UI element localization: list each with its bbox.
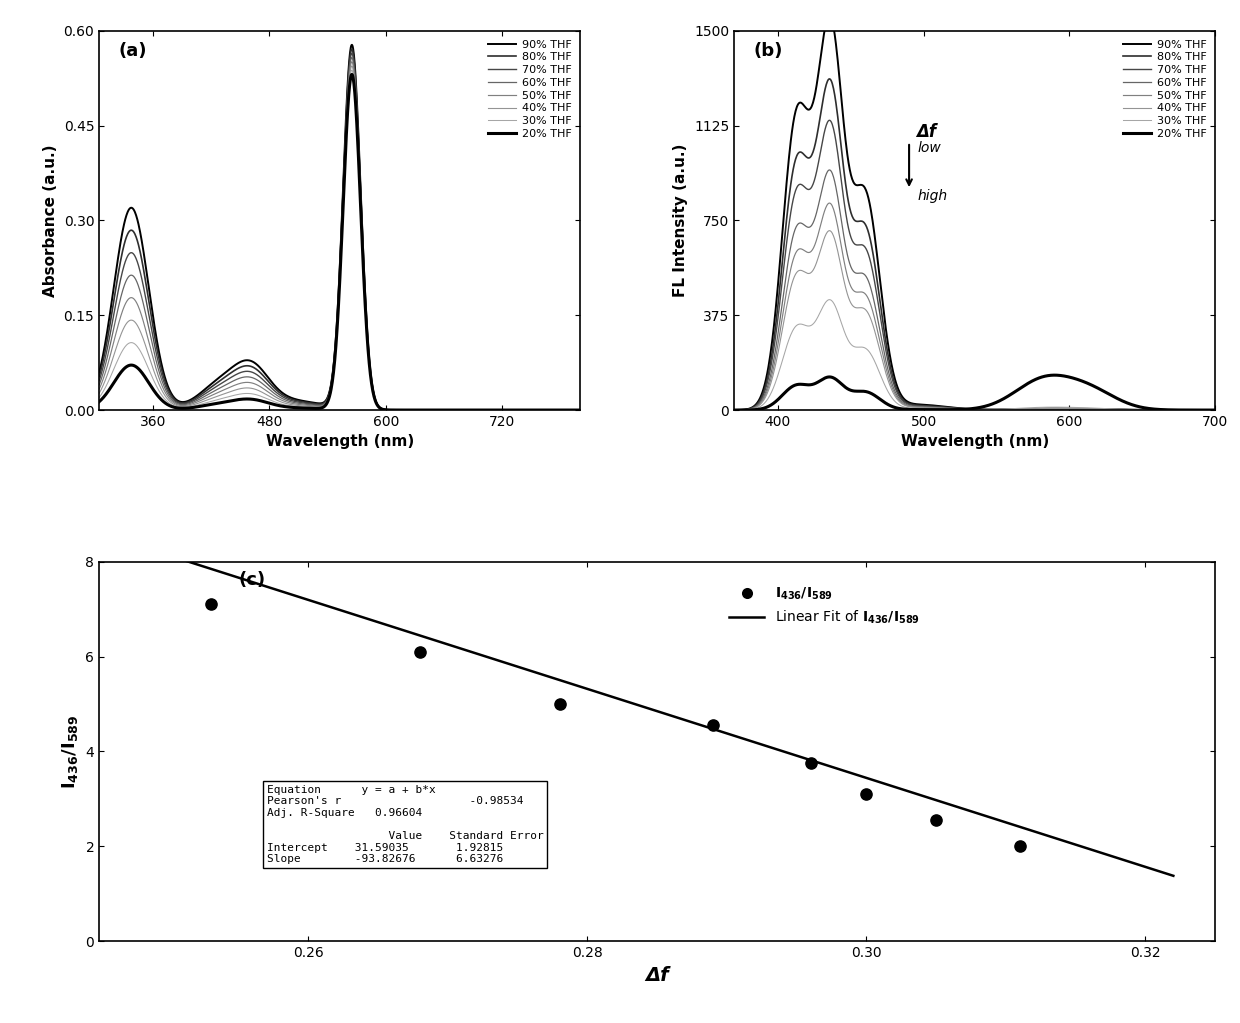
Point xyxy=(703,717,723,733)
Point xyxy=(1011,838,1030,854)
Text: Δf: Δf xyxy=(916,123,936,141)
Text: high: high xyxy=(918,189,947,204)
Text: Equation      y = a + b*x
Pearson's r                   -0.98534
Adj. R-Square  : Equation y = a + b*x Pearson's r -0.9853… xyxy=(267,785,543,864)
Text: (b): (b) xyxy=(754,42,782,60)
Point xyxy=(801,755,821,771)
X-axis label: Δf: Δf xyxy=(645,966,670,984)
Y-axis label: FL Intensity (a.u.): FL Intensity (a.u.) xyxy=(673,143,688,297)
Legend: $\mathbf{I_{436}/I_{589}}$, Linear Fit of $\mathbf{I_{436}/I_{589}}$: $\mathbf{I_{436}/I_{589}}$, Linear Fit o… xyxy=(724,580,925,632)
Point xyxy=(857,786,877,802)
X-axis label: Wavelength (nm): Wavelength (nm) xyxy=(900,435,1049,449)
Point xyxy=(201,596,221,613)
Y-axis label: $\mathbf{I_{436}/I_{589}}$: $\mathbf{I_{436}/I_{589}}$ xyxy=(60,714,79,789)
Point xyxy=(410,643,430,660)
Y-axis label: Absorbance (a.u.): Absorbance (a.u.) xyxy=(43,144,58,297)
Point xyxy=(549,696,569,712)
Text: low: low xyxy=(918,141,941,155)
Text: (a): (a) xyxy=(119,42,148,60)
Legend: 90% THF, 80% THF, 70% THF, 60% THF, 50% THF, 40% THF, 30% THF, 20% THF: 90% THF, 80% THF, 70% THF, 60% THF, 50% … xyxy=(485,36,574,142)
Legend: 90% THF, 80% THF, 70% THF, 60% THF, 50% THF, 40% THF, 30% THF, 20% THF: 90% THF, 80% THF, 70% THF, 60% THF, 50% … xyxy=(1120,36,1210,142)
Point xyxy=(926,812,946,829)
Text: (c): (c) xyxy=(238,571,265,589)
X-axis label: Wavelength (nm): Wavelength (nm) xyxy=(265,435,414,449)
